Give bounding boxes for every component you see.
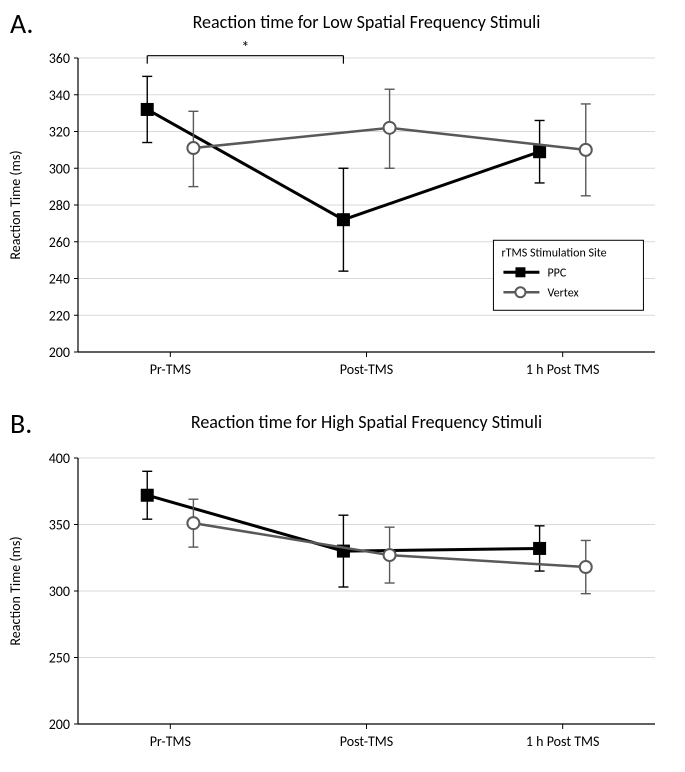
chart-b-svg: 200 250 300 350 400 Pr-TMS Post-TMS 1 h Post TM… bbox=[0, 400, 685, 772]
svg-text:*: * bbox=[241, 39, 249, 58]
svg-text:300: 300 bbox=[49, 583, 70, 600]
svg-text:200: 200 bbox=[49, 344, 70, 361]
svg-text:360: 360 bbox=[49, 50, 70, 67]
svg-text:340: 340 bbox=[49, 87, 70, 104]
chart-a-svg: 200 220 240 260 280 300 320 340 360 Pr-TMS Post-TM… bbox=[0, 0, 685, 400]
svg-text:Post-TMS: Post-TMS bbox=[340, 361, 393, 378]
svg-text:1 h Post TMS: 1 h Post TMS bbox=[526, 361, 600, 378]
svg-text:Reaction Time (ms): Reaction Time (ms) bbox=[7, 536, 24, 645]
svg-text:Reaction time for Low Spatial: Reaction time for Low Spatial Frequency … bbox=[193, 11, 541, 33]
svg-text:1 h Post TMS: 1 h Post TMS bbox=[526, 733, 600, 750]
panel-a-label: A. bbox=[10, 6, 33, 41]
svg-text:Reaction Time (ms): Reaction Time (ms) bbox=[7, 150, 24, 259]
svg-text:Post-TMS: Post-TMS bbox=[340, 733, 393, 750]
svg-text:300: 300 bbox=[49, 160, 70, 177]
panel-b: B. 200 250 300 350 400 Pr-TMS Post-TMS 1 h Post… bbox=[0, 400, 685, 772]
svg-text:240: 240 bbox=[49, 271, 70, 288]
panel-a: A. 200 220 240 260 280 300 320 340 360 Pr-TMS Post… bbox=[0, 0, 685, 400]
svg-text:Vertex: Vertex bbox=[547, 286, 579, 300]
svg-text:200: 200 bbox=[49, 716, 70, 733]
svg-text:220: 220 bbox=[49, 307, 70, 324]
svg-text:250: 250 bbox=[49, 650, 70, 667]
svg-text:350: 350 bbox=[49, 517, 70, 534]
svg-text:Pr-TMS: Pr-TMS bbox=[150, 733, 191, 750]
svg-text:400: 400 bbox=[49, 450, 70, 467]
svg-text:320: 320 bbox=[49, 124, 70, 141]
svg-text:280: 280 bbox=[49, 197, 70, 214]
svg-text:Pr-TMS: Pr-TMS bbox=[150, 361, 191, 378]
svg-text:rTMS Stimulation Site: rTMS Stimulation Site bbox=[501, 246, 606, 260]
svg-text:Reaction time for High Spatial: Reaction time for High Spatial Frequency… bbox=[191, 411, 542, 433]
svg-text:PPC: PPC bbox=[547, 266, 566, 280]
svg-text:260: 260 bbox=[49, 234, 70, 251]
panel-b-label: B. bbox=[10, 406, 32, 441]
